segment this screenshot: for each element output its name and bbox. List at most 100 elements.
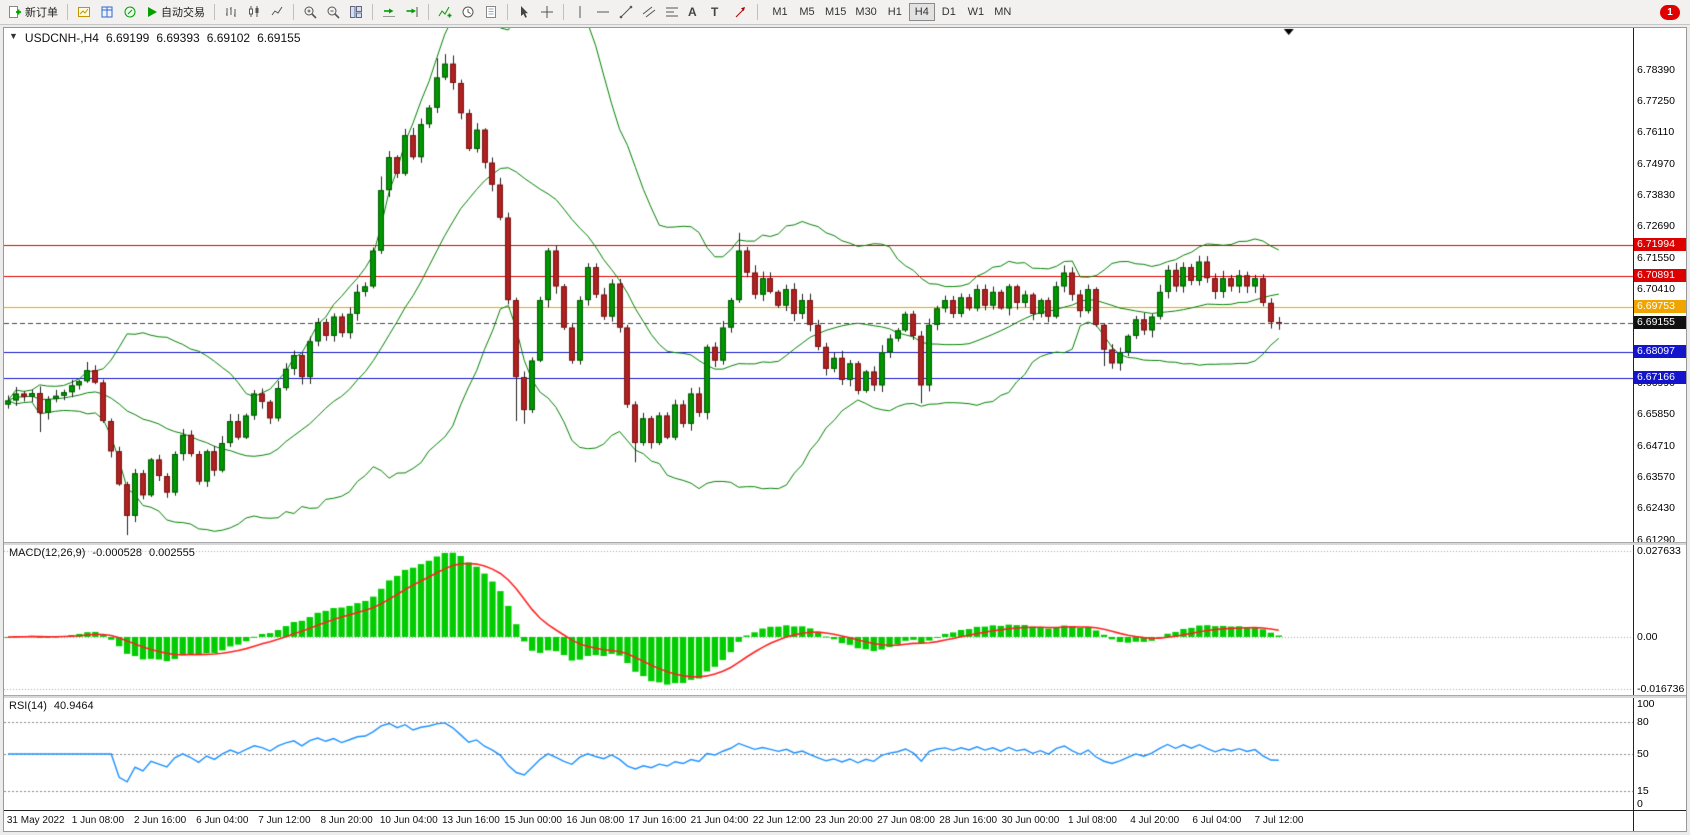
zoom-in-button[interactable] xyxy=(299,2,321,22)
price-scale-tick: 6.62430 xyxy=(1637,502,1675,515)
price-scale-tick: 6.61290 xyxy=(1637,533,1675,542)
price-level-tag[interactable]: 6.68097 xyxy=(1634,345,1686,359)
price-scale-tick: 6.73830 xyxy=(1637,188,1675,201)
new-order-icon xyxy=(8,5,22,19)
timeframe-button-h1[interactable]: H1 xyxy=(882,3,908,21)
chart-shift-icon xyxy=(405,5,419,19)
rsi-scale[interactable]: 100 80 50 15 0 xyxy=(1633,698,1686,810)
rsi-value: 40.9464 xyxy=(53,700,94,712)
timeframe-button-h4[interactable]: H4 xyxy=(908,3,935,21)
new-order-button[interactable]: 新订单 xyxy=(4,2,62,22)
one-click-collapse-icon[interactable]: ▼ xyxy=(9,31,18,41)
chart-shift-button[interactable] xyxy=(401,2,423,22)
price-scale-tick: 6.76110 xyxy=(1637,126,1675,139)
price-chart-canvas[interactable] xyxy=(4,28,1633,542)
cursor-button[interactable] xyxy=(513,2,535,22)
time-axis-labels: 31 May 2022 1 Jun 08:00 2 Jun 16:00 6 Jun 0… xyxy=(4,811,1633,831)
candlestick-mode-button[interactable] xyxy=(243,2,265,22)
current-price-tag: 6.69155 xyxy=(1634,316,1686,330)
timeframe-button-m15[interactable]: M15 xyxy=(821,3,850,21)
price-scale-tick: 6.74970 xyxy=(1637,157,1675,170)
price-level-tag[interactable]: 6.67166 xyxy=(1634,371,1686,384)
price-level-tag[interactable]: 6.69753 xyxy=(1634,299,1686,313)
time-axis-label: 13 Jun 16:00 xyxy=(441,815,500,826)
channel-button[interactable] xyxy=(638,2,660,22)
autotrading-play-icon xyxy=(146,5,158,19)
zoom-out-button[interactable] xyxy=(322,2,344,22)
time-axis-label: 1 Jul 08:00 xyxy=(1068,815,1117,826)
macd-scale-label: 0.027633 xyxy=(1637,545,1681,557)
macd-value-signal: 0.002555 xyxy=(148,547,195,559)
tile-windows-icon xyxy=(349,5,363,19)
timeframe-button-w1[interactable]: W1 xyxy=(963,3,989,21)
price-scale-tick: 6.65850 xyxy=(1637,408,1675,421)
data-window-button[interactable] xyxy=(96,2,118,22)
panel-splitter[interactable] xyxy=(4,695,1686,698)
label-tool-button[interactable]: T xyxy=(707,2,729,22)
macd-scale[interactable]: 0.027633 0.00 -0.016736 xyxy=(1633,545,1686,695)
timeframe-button-mn[interactable]: MN xyxy=(990,3,1016,21)
main-toolbar: 新订单 自动交易 A T M1 M5 M15 M30 H1 H4 D1 W1 MN 1 xyxy=(0,0,1690,25)
rsi-header: RSI(14) 40.9464 xyxy=(9,700,94,712)
toolbar-separator xyxy=(563,4,564,20)
macd-scale-label: 0.00 xyxy=(1637,630,1658,643)
fibonacci-button[interactable] xyxy=(661,2,683,22)
panel-splitter[interactable] xyxy=(4,542,1686,545)
ohlc-close: 6.69155 xyxy=(257,31,301,45)
macd-value-main: -0.000528 xyxy=(92,547,142,559)
time-axis-corner xyxy=(1633,811,1686,831)
crosshair-button[interactable] xyxy=(536,2,558,22)
timeframe-button-d1[interactable]: D1 xyxy=(936,3,962,21)
time-axis-label: 2 Jun 16:00 xyxy=(133,815,187,826)
channel-icon xyxy=(642,5,656,19)
arrows-tool-button[interactable] xyxy=(730,2,752,22)
chart-list-button[interactable] xyxy=(73,2,95,22)
timeframe-button-m30[interactable]: M30 xyxy=(851,3,880,21)
cursor-icon xyxy=(517,5,531,19)
price-scale[interactable]: 6.78390 6.77250 6.76110 6.74970 6.73830 6.726… xyxy=(1633,28,1686,542)
time-axis-label: 15 Jun 00:00 xyxy=(504,815,562,826)
tile-windows-button[interactable] xyxy=(345,2,367,22)
rsi-panel: RSI(14) 40.9464 100 80 50 15 0 xyxy=(4,698,1686,810)
vertical-line-icon xyxy=(573,5,587,19)
macd-canvas[interactable] xyxy=(4,545,1633,695)
rsi-plot[interactable]: RSI(14) 40.9464 xyxy=(4,698,1633,810)
timeframe-button-m5[interactable]: M5 xyxy=(794,3,820,21)
templates-button[interactable] xyxy=(480,2,502,22)
trendline-button[interactable] xyxy=(615,2,637,22)
rsi-canvas[interactable] xyxy=(4,698,1633,810)
fibonacci-icon xyxy=(665,5,679,19)
price-level-tag[interactable]: 6.71994 xyxy=(1634,238,1686,252)
time-axis-label: 17 Jun 16:00 xyxy=(628,815,687,826)
notification-badge[interactable]: 1 xyxy=(1660,4,1680,20)
bar-chart-mode-button[interactable] xyxy=(220,2,242,22)
time-axis[interactable]: 31 May 2022 1 Jun 08:00 2 Jun 16:00 6 Jun 0… xyxy=(4,810,1686,831)
navigator-button[interactable] xyxy=(119,2,141,22)
time-axis-label: 6 Jul 04:00 xyxy=(1192,815,1242,826)
rsi-scale-label: 15 xyxy=(1637,785,1649,798)
periods-button[interactable] xyxy=(457,2,479,22)
new-order-label: 新订单 xyxy=(25,7,58,19)
autotrading-button[interactable]: 自动交易 xyxy=(142,2,209,22)
rsi-scale-label: 80 xyxy=(1637,716,1649,729)
toolbar-separator xyxy=(293,4,294,20)
vertical-line-button[interactable] xyxy=(569,2,591,22)
time-axis-label: 4 Jul 20:00 xyxy=(1130,815,1180,826)
text-tool-button[interactable]: A xyxy=(684,2,706,22)
line-chart-mode-button[interactable] xyxy=(266,2,288,22)
ohlc-high: 6.69393 xyxy=(156,31,200,45)
timeframe-button-m1[interactable]: M1 xyxy=(767,3,793,21)
price-scale-tick: 6.63570 xyxy=(1637,470,1675,483)
indicators-button[interactable] xyxy=(434,2,456,22)
macd-label: MACD(12,26,9) xyxy=(9,547,86,559)
time-axis-label: 27 Jun 08:00 xyxy=(877,815,935,826)
macd-panel: MACD(12,26,9) -0.000528 0.002555 0.02763… xyxy=(4,545,1686,695)
crosshair-icon xyxy=(540,5,554,19)
clock-icon xyxy=(461,5,475,19)
price-plot[interactable]: ▼ USDCNH-,H4 6.69199 6.69393 6.69102 6.6… xyxy=(4,28,1633,542)
horizontal-line-button[interactable] xyxy=(592,2,614,22)
price-level-tag[interactable]: 6.70891 xyxy=(1634,268,1686,282)
macd-plot[interactable]: MACD(12,26,9) -0.000528 0.002555 xyxy=(4,545,1633,695)
auto-scroll-button[interactable] xyxy=(378,2,400,22)
time-axis-label: 1 Jun 08:00 xyxy=(71,815,125,826)
